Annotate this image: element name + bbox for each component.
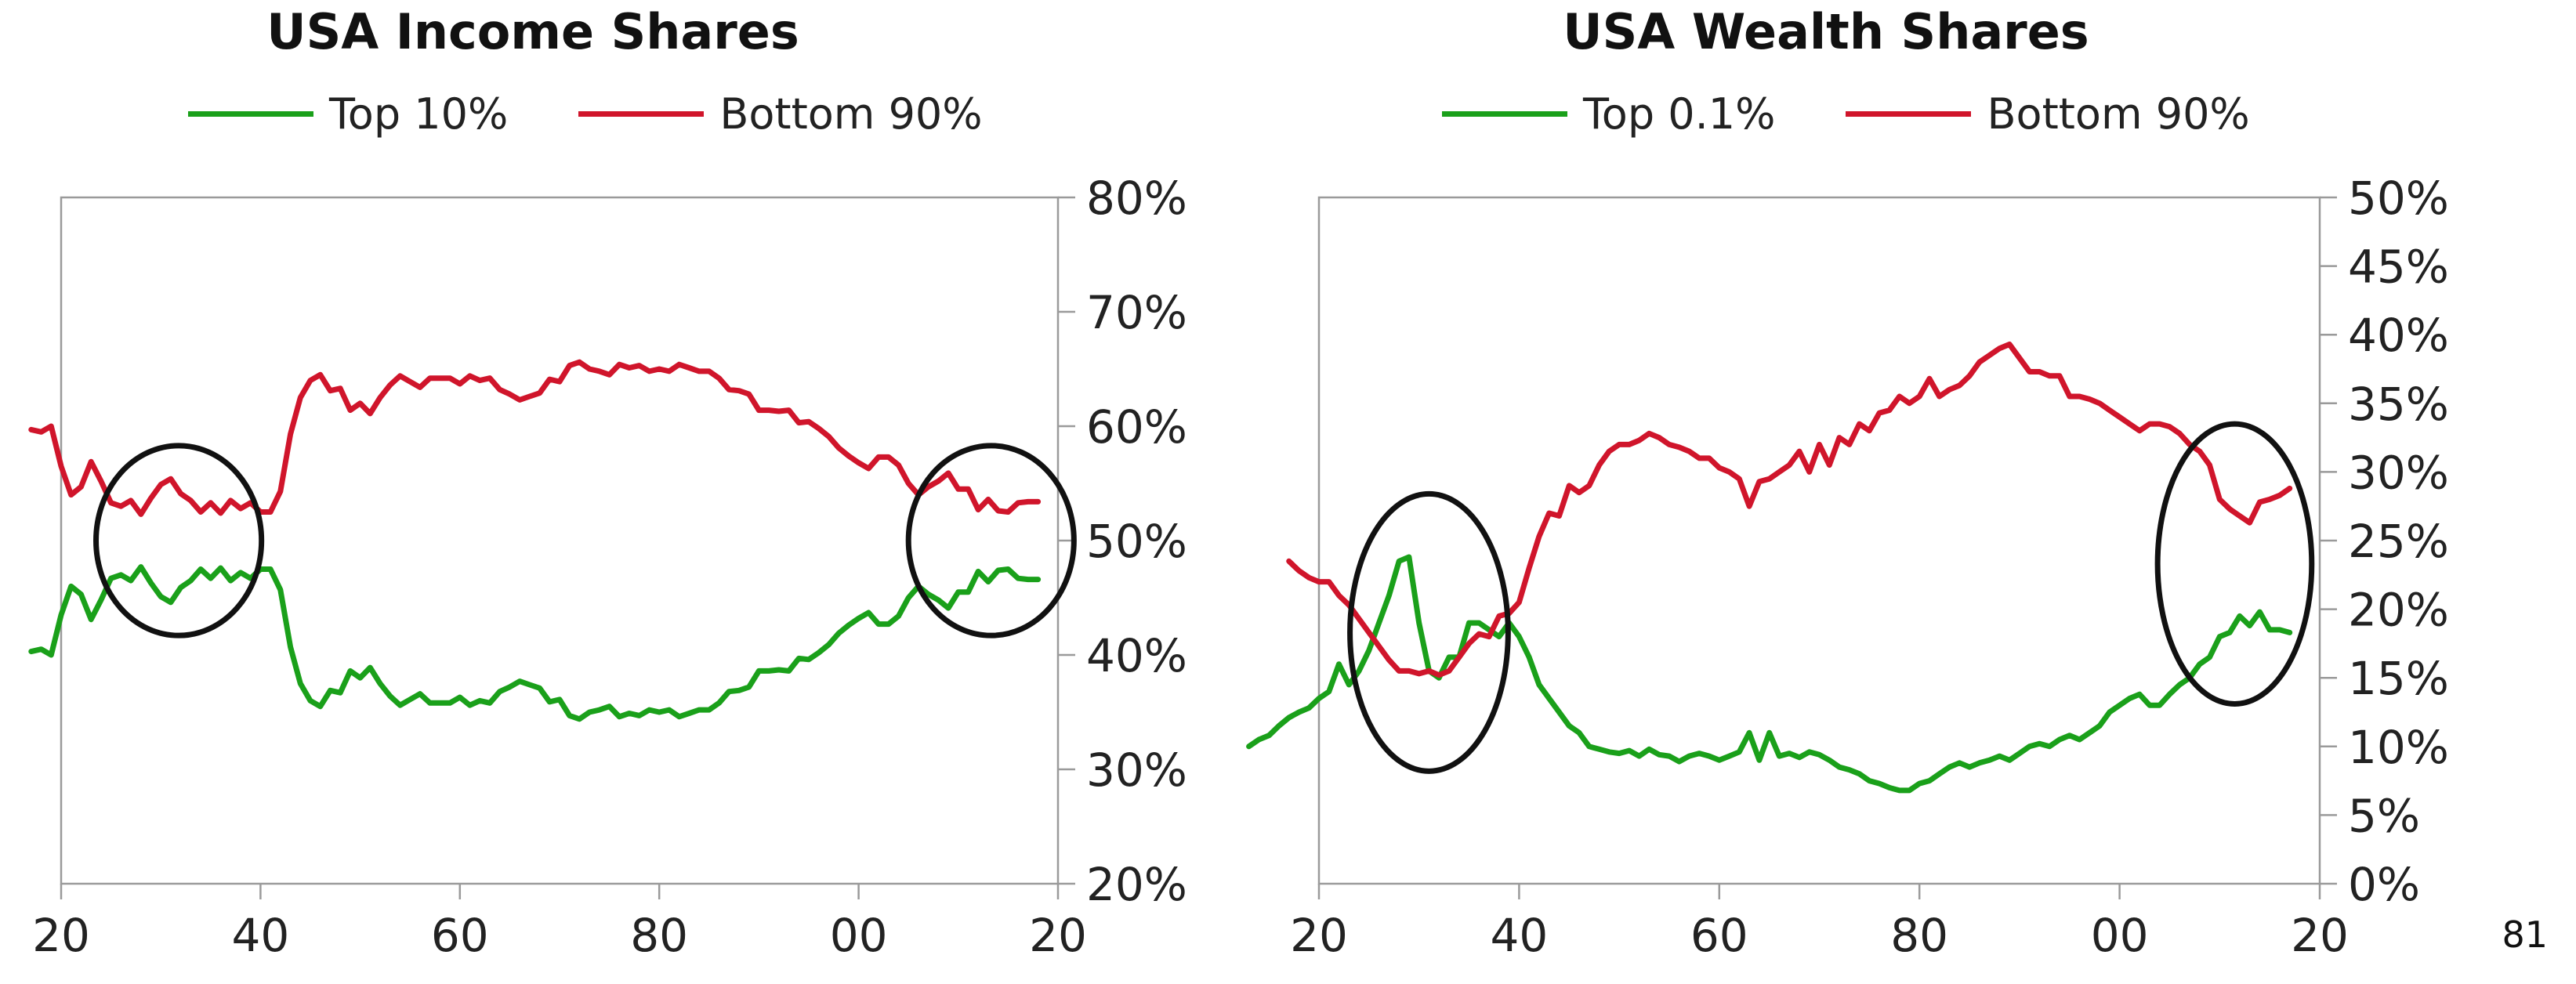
- wealth-x-tick-label: 20: [1290, 909, 1348, 962]
- wealth-legend-label-top: Top 0.1%: [1583, 89, 1776, 139]
- income-y-tick-label: 30%: [1086, 743, 1187, 797]
- wealth-y-tick-label: 45%: [2348, 241, 2449, 294]
- income-x-tick-label: 60: [431, 909, 489, 962]
- income-x-tick-label: 00: [830, 909, 888, 962]
- wealth-series-top-line: [1246, 554, 2293, 794]
- income-series-bottom-line: [28, 359, 1042, 517]
- income-legend-swatch-bottom: [578, 110, 705, 117]
- income-chart: 20% 30% 40% 50% 60% 70% 80% 20 40 60 80 00 20: [28, 172, 1187, 962]
- wealth-chart-title: USA Wealth Shares: [1563, 3, 2089, 60]
- wealth-x-tick-label: 00: [2091, 909, 2149, 962]
- wealth-y-tick-label: 20%: [2348, 584, 2449, 637]
- income-x-tick-label: 20: [1029, 909, 1087, 962]
- income-legend-item-bottom: Bottom 90%: [578, 89, 983, 139]
- income-chart-title: USA Income Shares: [266, 3, 799, 60]
- income-x-tick-label: 20: [32, 909, 90, 962]
- income-y-tick-label: 60%: [1086, 400, 1187, 454]
- income-y-tick-label: 40%: [1086, 629, 1187, 682]
- income-legend-label-bottom: Bottom 90%: [719, 89, 983, 139]
- income-legend-label-top: Top 10%: [329, 89, 509, 139]
- income-x-tick-label: 80: [630, 909, 688, 962]
- wealth-legend-swatch-top: [1442, 110, 1567, 117]
- income-highlight-circle: [93, 443, 265, 639]
- wealth-y-tick-label: 35%: [2348, 378, 2449, 431]
- wealth-legend-item-top: Top 0.1%: [1442, 89, 1775, 139]
- income-y-tick-label: 50%: [1086, 515, 1187, 568]
- wealth-y-tick-label: 25%: [2348, 515, 2449, 568]
- wealth-chart: 0% 5% 10% 15% 20% 25% 30% 35% 40% 45% 50% 20 40 60 80 0…: [1246, 172, 2449, 962]
- income-legend-item-top: Top 10%: [188, 89, 508, 139]
- wealth-legend-label-bottom: Bottom 90%: [1987, 89, 2250, 139]
- income-series-top-line: [28, 564, 1042, 722]
- wealth-x-tick-label: 40: [1490, 909, 1548, 962]
- wealth-highlight-circle: [2154, 421, 2315, 707]
- wealth-plot-frame: [1317, 196, 2321, 885]
- income-x-tick-label: 40: [231, 909, 289, 962]
- wealth-y-tick-label: 10%: [2348, 721, 2449, 774]
- income-y-tick-label: 80%: [1086, 172, 1187, 225]
- income-y-tick-label: 20%: [1086, 858, 1187, 911]
- wealth-legend-swatch-bottom: [1846, 110, 1972, 117]
- wealth-legend: Top 0.1% Bottom 90%: [1442, 86, 2321, 141]
- wealth-y-tick-label: 15%: [2348, 652, 2449, 705]
- page-number: 81: [2502, 913, 2548, 956]
- wealth-x-tick-label: 60: [1690, 909, 1748, 962]
- wealth-y-tick-label: 5%: [2348, 789, 2420, 842]
- wealth-highlight-circle: [1347, 490, 1511, 774]
- income-legend: Top 10% Bottom 90%: [188, 86, 1053, 141]
- income-y-tick-label: 70%: [1086, 286, 1187, 339]
- wealth-y-tick-label: 40%: [2348, 309, 2449, 362]
- income-legend-swatch-top: [188, 110, 313, 117]
- wealth-y-tick-label: 0%: [2348, 858, 2420, 911]
- wealth-y-tick-label: 50%: [2348, 172, 2449, 225]
- wealth-x-tick-label: 80: [1890, 909, 1948, 962]
- wealth-legend-item-bottom: Bottom 90%: [1846, 89, 2250, 139]
- wealth-y-tick-label: 30%: [2348, 446, 2449, 499]
- wealth-x-tick-label: 20: [2291, 909, 2349, 962]
- wealth-series-bottom-line: [1286, 342, 2293, 678]
- income-highlight-circle: [905, 443, 1077, 639]
